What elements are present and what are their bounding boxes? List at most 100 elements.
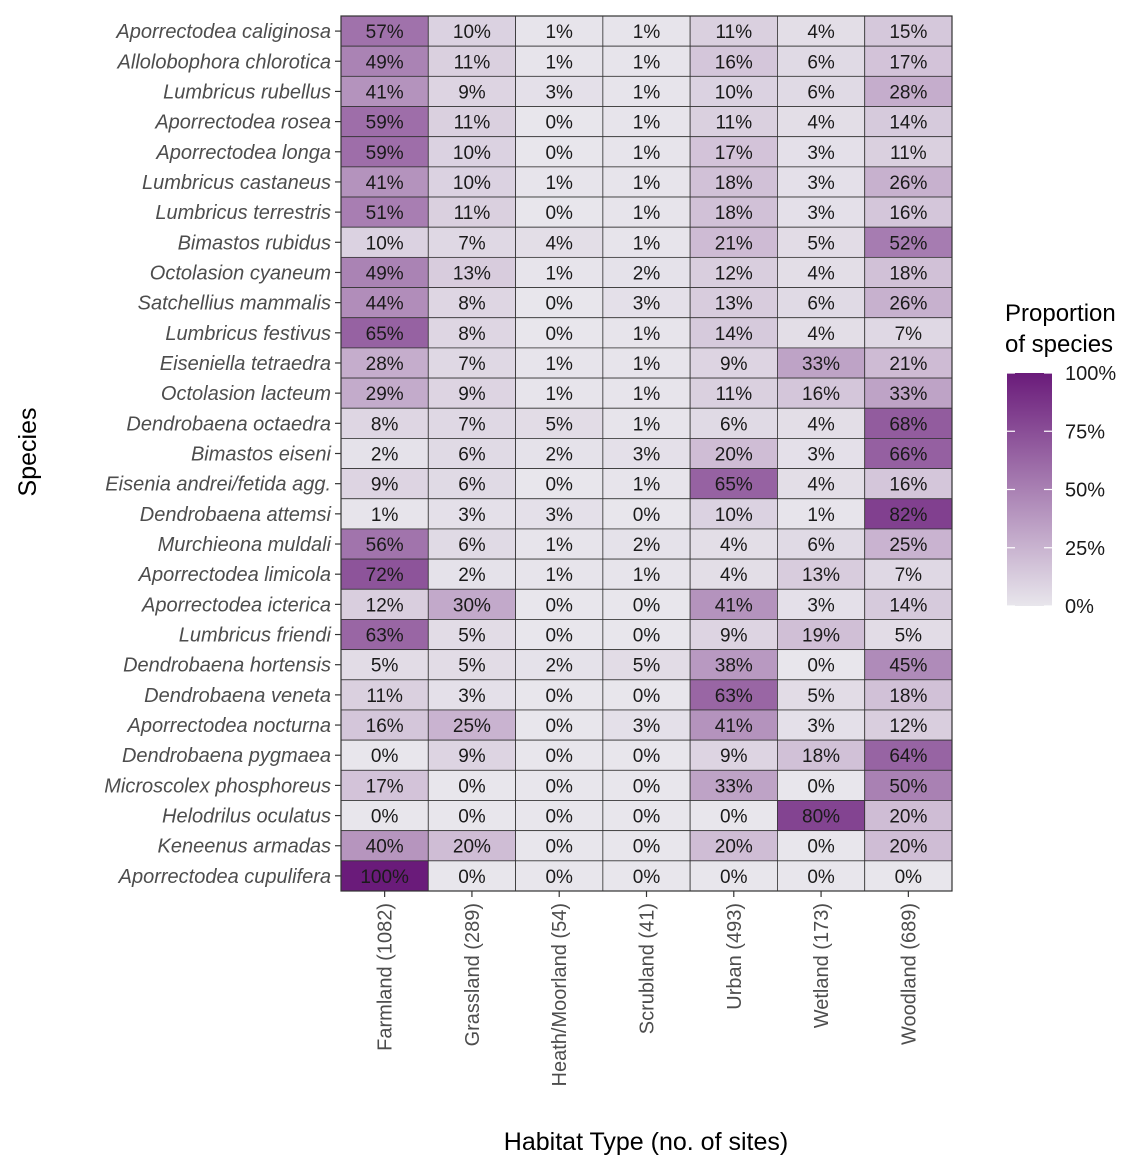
- cell-value-label: 33%: [715, 776, 753, 797]
- cell-value-label: 0%: [633, 626, 661, 647]
- cell-value-label: 82%: [889, 505, 927, 526]
- cell-value-label: 16%: [366, 716, 404, 737]
- cell-value-label: 1%: [633, 173, 661, 194]
- cell-value-label: 5%: [807, 686, 835, 707]
- cell-value-label: 40%: [366, 837, 404, 858]
- cell-value-label: 7%: [458, 233, 486, 254]
- cell-value-label: 64%: [889, 746, 927, 767]
- heatmap-cells: [340, 15, 953, 892]
- cell-value-label: 1%: [633, 82, 661, 103]
- cell-value-label: 14%: [715, 324, 753, 345]
- y-tick-label: Bimastos rubidus: [178, 232, 331, 254]
- cell-value-label: 3%: [807, 203, 835, 224]
- cell-value-label: 6%: [458, 475, 486, 496]
- cell-value-label: 4%: [720, 565, 748, 586]
- cell-value-label: 72%: [366, 565, 404, 586]
- cell-value-label: 5%: [458, 626, 486, 647]
- y-tick-label: Helodrilus oculatus: [162, 806, 331, 828]
- cell-value-label: 6%: [458, 445, 486, 466]
- cell-value-label: 0%: [545, 686, 573, 707]
- cell-value-label: 10%: [366, 233, 404, 254]
- cell-value-label: 0%: [545, 475, 573, 496]
- cell-value-label: 18%: [715, 203, 753, 224]
- heatmap-cell: [515, 317, 604, 349]
- cell-value-label: 1%: [807, 505, 835, 526]
- heatmap-cell: [864, 769, 953, 801]
- heatmap-cell: [864, 649, 953, 681]
- heatmap-cell: [864, 317, 953, 349]
- y-tick-label: Aporrectodea rosea: [154, 112, 331, 134]
- cell-value-label: 1%: [633, 233, 661, 254]
- cell-value-label: 0%: [720, 807, 748, 828]
- heatmap-cell: [689, 166, 778, 198]
- heatmap-cell: [515, 407, 604, 439]
- heatmap-cell: [777, 196, 866, 228]
- cell-value-label: 10%: [453, 143, 491, 164]
- y-tick-label: Lumbricus festivus: [165, 323, 331, 345]
- cell-value-label: 2%: [633, 263, 661, 284]
- y-tick-label: Lumbricus terrestris: [155, 202, 331, 224]
- cell-value-label: 100%: [360, 867, 409, 888]
- y-axis-title: Species: [14, 408, 42, 497]
- x-axis-title: Habitat Type (no. of sites): [504, 1128, 788, 1156]
- cell-value-label: 11%: [454, 52, 491, 73]
- legend-tick-label: 50%: [1065, 480, 1105, 502]
- heatmap-cell: [602, 438, 691, 469]
- heatmap-cell: [427, 709, 516, 741]
- cell-value-label: 11%: [454, 113, 491, 134]
- heatmap-cell: [427, 769, 516, 801]
- cell-value-label: 18%: [802, 746, 840, 767]
- heatmap-cell: [340, 558, 429, 590]
- cell-value-label: 0%: [545, 776, 573, 797]
- cell-value-label: 5%: [895, 626, 923, 647]
- heatmap-cell: [515, 558, 604, 590]
- heatmap-cell: [427, 588, 516, 620]
- cell-value-label: 80%: [802, 807, 840, 828]
- heatmap-cell: [515, 769, 604, 801]
- heatmap-cell: [689, 528, 778, 560]
- heatmap-cell: [689, 739, 778, 771]
- cell-value-label: 12%: [889, 716, 927, 737]
- heatmap-cell: [689, 347, 778, 379]
- cell-value-label: 0%: [458, 776, 486, 797]
- cell-value-label: 1%: [633, 143, 661, 164]
- cell-value-label: 12%: [366, 595, 404, 616]
- heatmap-cell: [427, 347, 516, 379]
- y-tick-label: Octolasion cyaneum: [150, 262, 331, 284]
- y-tick-label: Octolasion lacteum: [161, 383, 331, 405]
- cell-value-label: 1%: [545, 263, 573, 284]
- x-tick-label: Scrubland (41): [637, 903, 659, 1034]
- y-tick-label: Dendrobaena attemsi: [140, 504, 332, 526]
- heatmap-cell: [427, 619, 516, 651]
- cell-value-label: 41%: [366, 82, 404, 103]
- cell-value-label: 51%: [366, 203, 404, 224]
- cell-value-label: 30%: [453, 595, 491, 616]
- cell-value-label: 6%: [720, 414, 748, 435]
- cell-value-label: 50%: [889, 776, 927, 797]
- heatmap-cell: [689, 75, 778, 107]
- heatmap-cell: [689, 377, 778, 409]
- legend-tick-label: 0%: [1065, 596, 1094, 618]
- heatmap-cell: [864, 830, 953, 862]
- y-tick-label: Aporrectodea limicola: [138, 564, 331, 586]
- cell-value-label: 5%: [458, 656, 486, 677]
- heatmap-cell: [689, 709, 778, 741]
- x-tick-label: Wetland (173): [811, 903, 833, 1028]
- cell-value-label: 20%: [453, 837, 491, 858]
- heatmap-cell: [602, 287, 691, 319]
- cell-value-label: 11%: [890, 143, 927, 164]
- cell-value-label: 15%: [889, 22, 927, 43]
- heatmap-cell: [777, 830, 866, 862]
- cell-value-label: 4%: [807, 414, 835, 435]
- cell-value-label: 26%: [889, 294, 927, 315]
- cell-value-label: 3%: [807, 716, 835, 737]
- heatmap-cell: [777, 860, 866, 892]
- cell-value-label: 0%: [545, 595, 573, 616]
- heatmap-cell: [427, 468, 516, 500]
- cell-value-label: 1%: [633, 565, 661, 586]
- cell-value-label: 1%: [545, 565, 573, 586]
- heatmap-cell: [427, 15, 516, 47]
- cell-value-label: 3%: [545, 505, 573, 526]
- cell-value-label: 45%: [889, 656, 927, 677]
- cell-value-label: 0%: [633, 867, 661, 888]
